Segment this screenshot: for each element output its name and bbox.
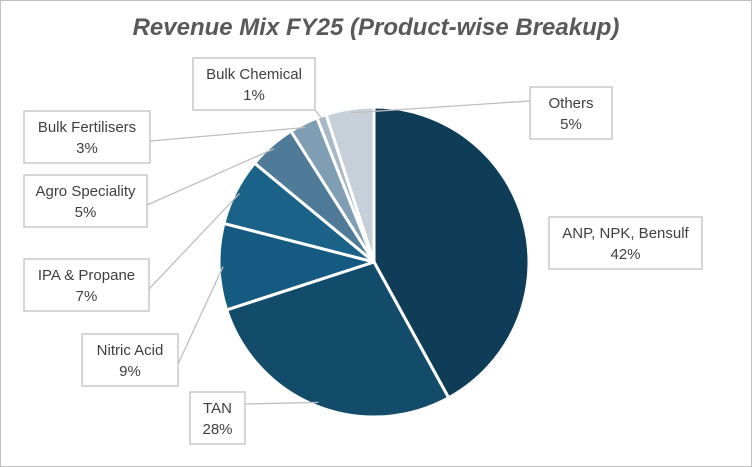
slice-label-box xyxy=(192,57,316,111)
slice-value-label: 1% xyxy=(243,87,265,104)
leader-line xyxy=(244,401,319,405)
slice-value-label: 3% xyxy=(76,140,98,157)
pie-slice xyxy=(217,221,376,312)
slice-label-box xyxy=(529,86,613,140)
slice-label-box xyxy=(23,174,148,228)
slice-value-label: 5% xyxy=(560,116,582,133)
slice-label-box xyxy=(23,258,150,312)
slice-category-label: Bulk Chemical xyxy=(206,66,302,83)
pie-slices xyxy=(217,105,531,419)
leader-line xyxy=(148,192,240,290)
slice-category-label: Agro Speciality xyxy=(35,183,136,200)
leader-line xyxy=(146,148,275,206)
slice-label-box xyxy=(548,216,703,270)
leader-line xyxy=(314,109,324,121)
pie-slice xyxy=(225,260,451,419)
slice-value-label: 7% xyxy=(76,288,98,305)
slice-category-label: Bulk Fertilisers xyxy=(38,119,136,136)
slice-value-label: 5% xyxy=(75,204,97,221)
slice-category-label: TAN xyxy=(203,400,232,417)
slice-value-label: 28% xyxy=(202,421,232,438)
slice-label-box xyxy=(81,333,179,387)
leader-lines xyxy=(146,100,531,405)
slice-value-label: 9% xyxy=(119,363,141,380)
slice-category-label: IPA & Propane xyxy=(38,267,135,284)
slice-label-box xyxy=(189,391,246,445)
slice-value-label: 42% xyxy=(610,246,640,263)
chart-title: Revenue Mix FY25 (Product-wise Breakup) xyxy=(132,14,620,41)
slice-category-label: ANP, NPK, Bensulf xyxy=(562,225,689,242)
pie-slice xyxy=(324,105,376,264)
slice-category-label: Others xyxy=(548,95,593,112)
leader-line xyxy=(350,100,531,114)
pie-slice xyxy=(372,105,531,400)
leader-line xyxy=(149,126,306,142)
leader-line xyxy=(177,266,224,365)
slice-label-box xyxy=(23,110,151,164)
slice-labels: ANP, NPK, Bensulf 42% TAN 28% Nitric Acid 9% I… xyxy=(23,57,703,445)
slice-category-label: Nitric Acid xyxy=(97,342,164,359)
